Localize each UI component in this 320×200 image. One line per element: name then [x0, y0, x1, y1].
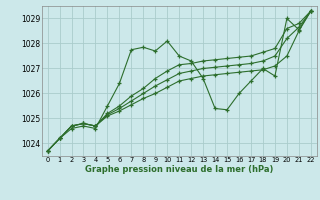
- X-axis label: Graphe pression niveau de la mer (hPa): Graphe pression niveau de la mer (hPa): [85, 165, 273, 174]
